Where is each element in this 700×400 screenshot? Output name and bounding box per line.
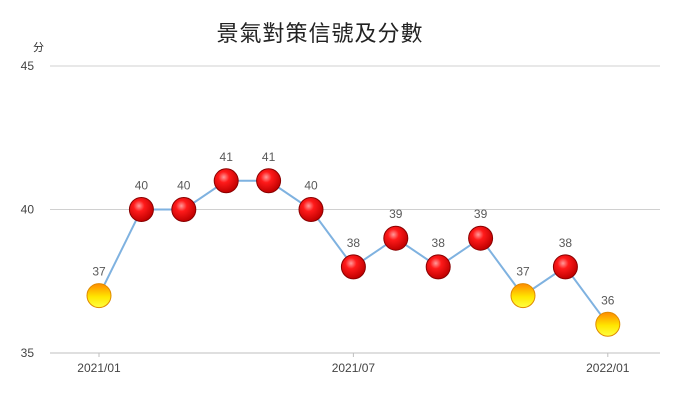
data-label-2021/09: 38 [432,236,446,250]
y-tick-label-40: 40 [21,203,35,217]
data-label-2021/02: 40 [135,179,149,193]
data-point-2021/03 [171,197,197,222]
data-label-2021/03: 40 [177,179,191,193]
data-label-2021/06: 40 [304,179,318,193]
x-tick-label-2021/01: 2021/01 [77,361,121,375]
chart-title: 景氣對策信號及分數 [216,22,424,47]
y-tick-label-35: 35 [21,346,35,360]
label-layer: 37 40 40 41 41 40 38 39 38 39 37 38 36 [92,150,614,307]
data-label-2021/05: 41 [262,150,276,164]
data-label-2021/07: 38 [347,236,361,250]
data-point-2021/10 [468,225,494,251]
data-point-2021/11 [510,283,536,309]
data-label-2021/08: 39 [389,207,403,221]
axis-layer: 35 40 45 2021/01 2021/07 2022/01 [21,59,660,375]
point-layer [86,168,621,337]
data-point-2021/02 [128,197,154,222]
x-tick-label-2022/01: 2022/01 [586,361,630,375]
data-point-2021/04 [213,168,239,194]
y-axis-unit-label: 分 [33,41,44,54]
data-label-2021/04: 41 [220,150,234,164]
x-tick-label-2021/07: 2021/07 [332,361,376,375]
y-tick-label-45: 45 [21,59,35,73]
data-point-2021/06 [298,197,324,222]
data-label-2021/12: 38 [559,236,573,250]
data-point-2021/09 [425,254,451,280]
data-point-2021/07 [340,254,366,280]
data-point-2021/08 [383,225,409,251]
data-point-2021/12 [552,254,578,280]
data-label-2021/11: 37 [516,265,530,279]
data-point-2021/01 [86,283,112,309]
data-label-2021/01: 37 [92,265,106,279]
data-label-2022/01: 36 [601,293,615,307]
data-point-2022/01 [595,311,621,337]
data-point-2021/05 [256,168,282,194]
data-label-2021/10: 39 [474,207,488,221]
